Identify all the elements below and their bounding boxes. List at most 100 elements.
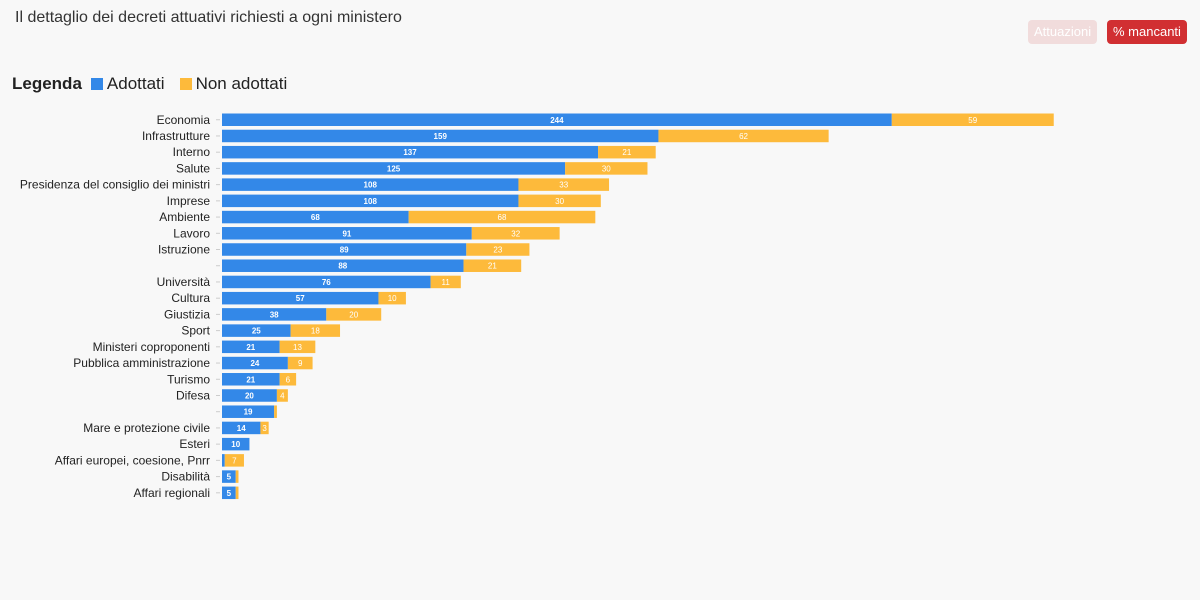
category-label: Salute <box>176 161 210 175</box>
bar-adottati[interactable] <box>222 275 431 289</box>
bar-adottati[interactable] <box>222 389 277 402</box>
category-label: Infrastrutture <box>142 129 210 143</box>
bar-non-adottati[interactable] <box>430 275 461 289</box>
legend-swatch-non-adottati <box>179 78 192 90</box>
bar-non-adottati[interactable] <box>378 291 406 305</box>
legend-label-non-adottati: Non adottati <box>195 74 288 93</box>
bar-non-adottati[interactable] <box>260 421 269 435</box>
category-label: Economia <box>157 113 211 127</box>
value-label-non-adottati: 68 <box>498 213 507 222</box>
bar-non-adottati[interactable] <box>518 178 610 191</box>
value-label-adottati: 38 <box>270 310 279 319</box>
category-label: Presidenza del consiglio dei ministri <box>20 178 210 192</box>
bar-adottati[interactable] <box>222 291 379 305</box>
bar-adottati[interactable] <box>222 194 519 208</box>
value-label-non-adottati: 62 <box>739 132 748 141</box>
value-label-adottati: 76 <box>322 278 331 287</box>
bar-adottati[interactable] <box>222 421 261 435</box>
bar-non-adottati[interactable] <box>274 405 277 418</box>
value-label-non-adottati: 11 <box>442 278 451 287</box>
value-label-non-adottati: 20 <box>349 310 358 319</box>
bar-non-adottati[interactable] <box>235 486 239 500</box>
category-label: Disabilità <box>161 470 210 484</box>
legend-item-adottati[interactable]: Adottati <box>90 74 165 94</box>
bar-adottati[interactable] <box>222 356 288 370</box>
bar-adottati[interactable] <box>222 308 327 321</box>
bar-adottati[interactable] <box>222 113 892 127</box>
value-label-adottati: 24 <box>250 359 259 368</box>
bar-adottati[interactable] <box>222 145 599 159</box>
category-label: Esteri <box>179 437 210 451</box>
bar-non-adottati[interactable] <box>466 243 530 256</box>
category-label: Ministeri coproponenti <box>93 340 210 354</box>
attuazioni-button[interactable]: Attuazioni <box>1028 20 1098 44</box>
value-label-adottati: 19 <box>244 408 253 417</box>
bar-adottati[interactable] <box>222 178 519 191</box>
category-label: Università <box>157 275 211 289</box>
bar-adottati[interactable] <box>222 243 467 256</box>
value-label-non-adottati: 21 <box>622 148 631 157</box>
value-label-non-adottati: 10 <box>388 294 397 303</box>
legend-swatch-adottati <box>90 78 103 90</box>
value-label-adottati: 244 <box>550 116 564 125</box>
bar-adottati[interactable] <box>222 405 275 418</box>
bar-adottati[interactable] <box>222 373 280 386</box>
bar-adottati[interactable] <box>222 324 291 337</box>
value-label-non-adottati: 18 <box>311 327 320 336</box>
bar-adottati[interactable] <box>222 129 659 143</box>
bar-non-adottati[interactable] <box>565 162 648 175</box>
bar-non-adottati[interactable] <box>471 227 560 240</box>
value-label-adottati: 21 <box>246 375 255 384</box>
category-label: Lavoro <box>173 226 210 240</box>
value-label-adottati: 14 <box>237 424 246 433</box>
value-label-non-adottati: 32 <box>511 229 520 238</box>
value-label-non-adottati: 6 <box>286 375 291 384</box>
bar-adottati[interactable] <box>222 162 566 175</box>
percent-mancanti-button[interactable]: % mancanti <box>1107 20 1187 44</box>
category-label: Sport <box>181 324 210 338</box>
category-label: Affari europei, coesione, Pnrr <box>55 453 210 467</box>
category-label: Affari regionali <box>134 486 211 500</box>
legend-item-non-adottati[interactable]: Non adottati <box>179 74 288 94</box>
value-label-adottati: 125 <box>387 164 401 173</box>
bar-adottati[interactable] <box>222 437 250 451</box>
bar-non-adottati[interactable] <box>891 113 1054 127</box>
category-label: Giustizia <box>164 307 210 321</box>
value-label-non-adottati: 9 <box>298 359 303 368</box>
bar-non-adottati[interactable] <box>276 389 288 402</box>
bar-adottati[interactable] <box>222 340 280 354</box>
value-label-adottati: 57 <box>296 294 305 303</box>
bar-adottati[interactable] <box>222 486 236 500</box>
value-label-adottati: 108 <box>364 197 378 206</box>
value-label-adottati: 5 <box>227 473 232 482</box>
bar-adottati[interactable] <box>222 454 225 467</box>
value-label-adottati: 137 <box>403 148 417 157</box>
bar-non-adottati[interactable] <box>658 129 829 143</box>
bar-adottati[interactable] <box>222 259 464 272</box>
category-label: Pubblica amministrazione <box>73 356 210 370</box>
bar-non-adottati[interactable] <box>279 373 297 386</box>
legend-label-adottati: Adottati <box>106 74 165 93</box>
category-label: Interno <box>173 145 211 159</box>
value-label-non-adottati: 3 <box>262 424 267 433</box>
bar-non-adottati[interactable] <box>408 210 596 224</box>
bar-non-adottati[interactable] <box>598 145 656 159</box>
bar-non-adottati[interactable] <box>326 308 382 321</box>
category-label: Mare e protezione civile <box>83 421 210 435</box>
value-label-adottati: 88 <box>338 262 347 271</box>
bar-non-adottati[interactable] <box>279 340 316 354</box>
value-label-adottati: 159 <box>434 132 448 141</box>
bar-non-adottati[interactable] <box>224 454 244 467</box>
bar-adottati[interactable] <box>222 210 409 224</box>
chart-title: Il dettaglio dei decreti attuativi richi… <box>15 9 402 26</box>
bar-non-adottati[interactable] <box>518 194 601 208</box>
bar-non-adottati[interactable] <box>290 324 341 337</box>
legend-title: Legenda <box>12 74 82 93</box>
bar-non-adottati[interactable] <box>235 470 239 483</box>
bar-adottati[interactable] <box>222 227 472 240</box>
bar-non-adottati[interactable] <box>463 259 522 272</box>
bar-non-adottati[interactable] <box>287 356 313 370</box>
bar-adottati[interactable] <box>222 470 236 483</box>
category-label: Imprese <box>167 194 211 208</box>
value-label-non-adottati: 33 <box>559 181 568 190</box>
